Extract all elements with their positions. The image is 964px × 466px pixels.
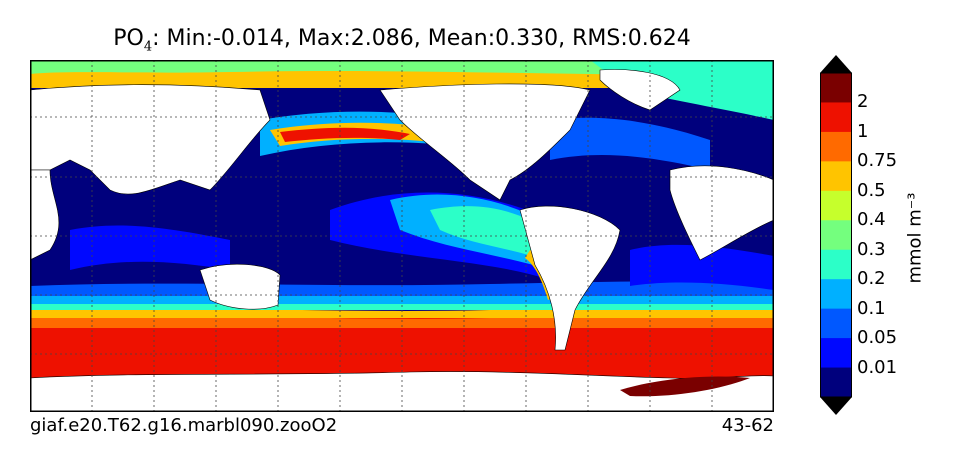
title-variable: PO bbox=[113, 26, 144, 51]
title-subscript: 4 bbox=[143, 39, 153, 55]
north-america-landmass bbox=[379, 83, 591, 201]
colorbar-swatch bbox=[820, 161, 852, 192]
colorbar-extend-bottom bbox=[820, 397, 852, 415]
colorbar-swatch bbox=[820, 367, 852, 398]
colorbar-tick-label: 0.2 bbox=[857, 268, 886, 290]
map-title: PO4: Min:-0.014, Max:2.086, Mean:0.330, … bbox=[30, 26, 774, 54]
colorbar-tick-label: 1 bbox=[857, 120, 869, 142]
colorbar-tick-label: 0.4 bbox=[857, 209, 886, 231]
graticule bbox=[30, 60, 774, 412]
units-label: mmol m⁻³ bbox=[904, 192, 926, 284]
africa-landmass bbox=[30, 169, 60, 261]
colorbar-tick-label: 0.1 bbox=[857, 297, 886, 319]
colorbar-swatch bbox=[820, 190, 852, 221]
colorbar-tick-label: 0.3 bbox=[857, 238, 886, 260]
colorbar-frame bbox=[820, 72, 852, 398]
colorbar-extend-top bbox=[820, 55, 852, 73]
colorbar-swatch bbox=[820, 220, 852, 251]
colorbar-swatch bbox=[820, 73, 852, 103]
africa-east-landmass bbox=[669, 165, 774, 261]
year-range: 43-62 bbox=[721, 415, 774, 436]
colorbar-swatch bbox=[820, 249, 852, 280]
colorbar-tick-label: 2 bbox=[857, 91, 869, 113]
greenland-landmass bbox=[599, 69, 681, 111]
colorbar-swatch bbox=[820, 338, 852, 369]
colorbar-tick-label: 0.75 bbox=[857, 150, 898, 172]
colorbar-swatch bbox=[820, 308, 852, 339]
ocean-map bbox=[30, 60, 774, 412]
colorbar-tick-label: 0.01 bbox=[857, 356, 898, 378]
colorbar bbox=[820, 55, 852, 415]
eurasia-landmass bbox=[30, 84, 271, 195]
colorbar-tick-label: 0.05 bbox=[857, 327, 898, 349]
colorbar-swatch bbox=[820, 131, 852, 162]
title-stats: : Min:-0.014, Max:2.086, Mean:0.330, RMS… bbox=[152, 26, 691, 51]
map-frame bbox=[30, 60, 774, 412]
south-america-landmass bbox=[519, 205, 621, 351]
case-name: giaf.e20.T62.g16.marbl090.zooO2 bbox=[30, 415, 338, 436]
colorbar-tick-label: 0.5 bbox=[857, 179, 886, 201]
australia-landmass bbox=[199, 263, 281, 310]
colorbar-swatch bbox=[820, 102, 852, 133]
colorbar-swatch bbox=[820, 279, 852, 310]
